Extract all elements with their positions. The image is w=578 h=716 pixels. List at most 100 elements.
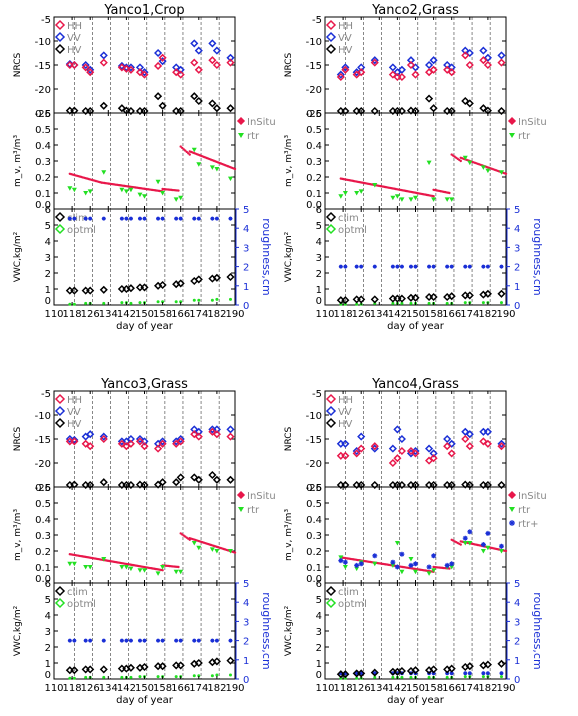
point-HV (497, 106, 506, 116)
point-clim (70, 286, 79, 295)
panel-vwc: 0123456VWC,kg/m²climoptml012345roughness… (284, 579, 544, 686)
y-axis-label: VWC,kg/m² (284, 605, 294, 656)
point-optml (161, 300, 165, 304)
point-roughness (395, 264, 400, 269)
point-rtr-plus (338, 558, 344, 564)
x-tick-label: 126 (81, 309, 100, 320)
point-optml (445, 301, 449, 305)
point-VV (341, 439, 350, 448)
point-insitu (459, 159, 462, 163)
y-tick-label: 4 (316, 237, 322, 248)
point-rtr (467, 541, 473, 546)
point-rtr (155, 571, 161, 576)
y-tick-label: 4 (45, 611, 51, 622)
point-clim (497, 289, 506, 298)
point-clim (158, 280, 167, 290)
point-VV (158, 57, 167, 66)
point-rtr (128, 566, 134, 572)
point-VV (479, 46, 488, 55)
legend-marker-rtr (509, 507, 515, 512)
x-tick-label: 166 (171, 309, 190, 320)
point-HH (406, 446, 416, 456)
panel-vwc: 0123456VWC,kg/m²climoptml012345roughness… (284, 205, 544, 312)
legend-label: HV (67, 419, 82, 430)
y2-tick-label: 3 (243, 243, 249, 254)
point-rtr-plus (358, 561, 364, 567)
point-rtr (173, 569, 179, 575)
point-VV (86, 430, 95, 439)
point-VV (176, 65, 185, 74)
y2-tick-label: 1 (243, 282, 249, 293)
y-tick-label: -5 (41, 389, 51, 400)
point-clim (483, 289, 492, 298)
legend-label: clim (338, 587, 359, 598)
point-roughness (156, 216, 161, 221)
point-rtr (227, 176, 233, 182)
y2-axis-label: roughness,cm (260, 218, 273, 295)
point-HH (370, 58, 379, 67)
point-HH (429, 65, 438, 74)
y2-tick-label: 4 (243, 598, 249, 609)
legend-marker-clim (54, 211, 66, 223)
y-tick-label: 0.4 (306, 515, 322, 526)
point-HV (370, 480, 379, 490)
legend-marker-HV (54, 417, 66, 429)
point-clim (447, 292, 456, 301)
point-optml (102, 675, 106, 679)
point-roughness (449, 264, 454, 269)
legend-label: HH (338, 21, 353, 32)
y-tick-label: 0.5 (306, 125, 322, 136)
point-roughness (128, 216, 133, 221)
point-rtr (408, 197, 414, 202)
y2-tick-label: 1 (514, 282, 520, 293)
point-HH (140, 442, 149, 451)
point-clim (176, 279, 185, 288)
point-rtr (160, 191, 166, 196)
x-tick-label: 182 (207, 683, 226, 694)
point-rtr (413, 195, 418, 201)
point-rtr (426, 160, 432, 166)
point-HV (208, 99, 217, 108)
legend-marker-clim (325, 211, 337, 223)
point-VV (497, 51, 506, 60)
y-tick-label: 6 (45, 579, 51, 590)
y2-tick-label: 5 (243, 579, 249, 590)
point-roughness (72, 216, 77, 221)
point-HH (70, 60, 79, 70)
legend-label: VV (338, 33, 352, 44)
x-tick-label: 174 (189, 309, 208, 320)
x-tick-label: 166 (442, 683, 461, 694)
point-HH (357, 444, 366, 453)
point-roughness (427, 264, 432, 269)
y-tick-label: 0 (45, 670, 51, 681)
point-roughness (343, 671, 348, 676)
panel-frame (324, 112, 507, 210)
point-roughness (67, 638, 72, 643)
point-VV (461, 427, 470, 436)
point-roughness (83, 216, 88, 221)
point-roughness (119, 216, 124, 221)
y-tick-label: 0.6 (306, 483, 322, 494)
point-insitu (448, 191, 451, 195)
point-rtr (485, 168, 491, 174)
legend-label: InSitu (518, 117, 547, 128)
y-tick-label: 0.1 (35, 189, 51, 200)
point-insitu (432, 195, 435, 198)
point-HV (370, 106, 379, 116)
y2-tick-label: 0 (514, 301, 520, 312)
point-clim (429, 292, 438, 302)
point-HV (226, 104, 235, 113)
point-VV (336, 70, 345, 79)
point-HH (465, 442, 474, 451)
point-roughness (467, 264, 472, 269)
point-roughness (142, 638, 147, 643)
chart-title: Yanco1,Crop (103, 3, 184, 18)
point-optml (463, 301, 467, 305)
point-HH (352, 449, 361, 458)
point-VV (429, 449, 438, 458)
point-roughness (354, 264, 359, 269)
y2-tick-label: 4 (243, 224, 249, 235)
point-VV (208, 39, 217, 48)
point-optml (129, 675, 133, 679)
point-optml (84, 301, 88, 305)
